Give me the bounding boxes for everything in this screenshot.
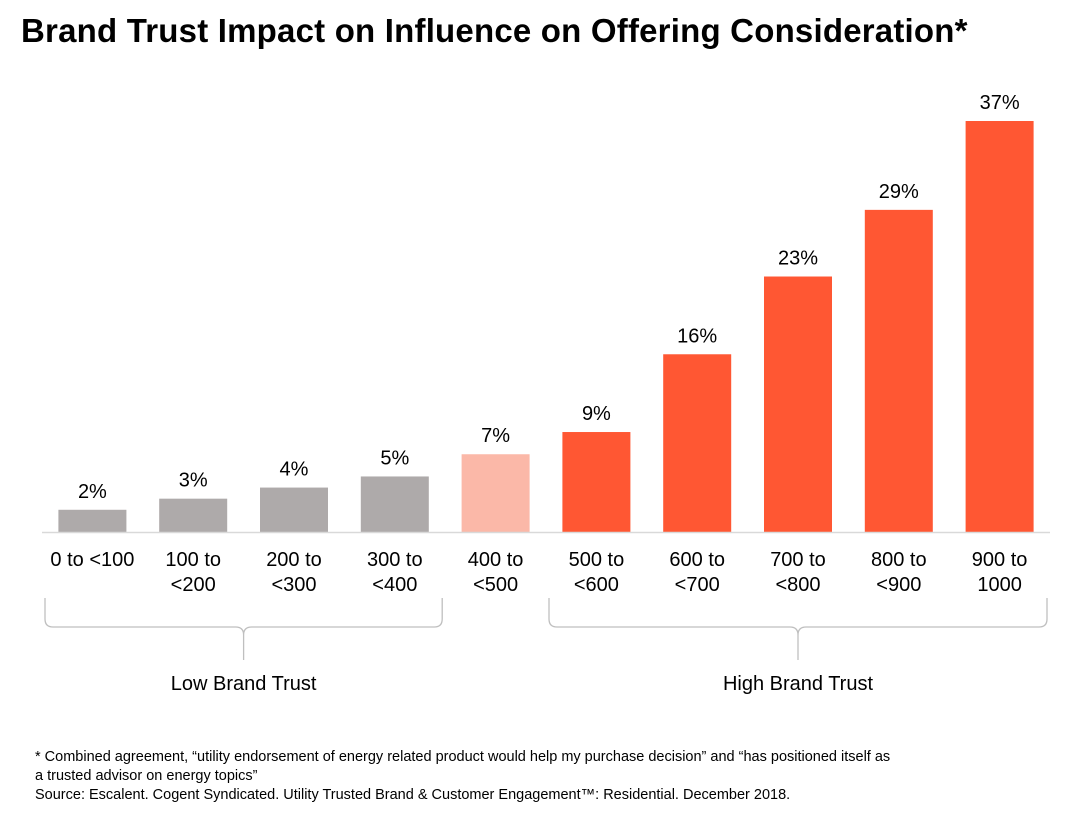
x-tick-label-8-line-2: <800: [775, 574, 820, 596]
bar-4: [360, 476, 429, 532]
x-tick-label-7-line-2: <700: [675, 574, 720, 596]
x-tick-label-8-line-1: 700 to: [770, 549, 826, 571]
x-tick-label-6-line-1: 500 to: [569, 549, 625, 571]
bar-8: [764, 276, 832, 532]
group-label-2: High Brand Trust: [723, 673, 874, 695]
x-tick-label-3-line-2: <300: [271, 574, 316, 596]
data-label-2: 3%: [179, 470, 208, 492]
x-tick-label-6-line-2: <600: [574, 574, 619, 596]
bar-10: [965, 121, 1034, 532]
x-tick-label-10-line-1: 900 to: [972, 549, 1028, 571]
data-label-9: 29%: [879, 181, 919, 203]
x-tick-label-9-line-2: <900: [876, 574, 921, 596]
footnote-source: Source: Escalent. Cogent Syndicated. Uti…: [35, 787, 791, 803]
x-tick-label-4-line-1: 300 to: [367, 549, 423, 571]
data-label-10: 37%: [980, 92, 1020, 114]
group-label-1: Low Brand Trust: [171, 673, 317, 695]
x-tick-label-2-line-1: 100 to: [165, 549, 221, 571]
data-label-5: 7%: [481, 425, 510, 447]
bar-7: [663, 354, 732, 532]
data-label-4: 5%: [380, 447, 409, 469]
bar-chart: 2% 0 to <100 3% 100 to <200 4% 200 to <300 5% 300…: [42, 92, 1050, 695]
x-tick-label-5-line-1: 400 to: [468, 549, 524, 571]
x-tick-label-1: 0 to <100: [50, 549, 134, 571]
x-tick-label-7-line-1: 600 to: [669, 549, 725, 571]
bar-6: [562, 432, 631, 532]
footnote: * Combined agreement, “utility endorseme…: [35, 748, 1045, 805]
bar-3: [260, 487, 328, 532]
x-tick-label-2-line-2: <200: [171, 574, 216, 596]
x-tick-label-4-line-2: <400: [372, 574, 417, 596]
data-label-8: 23%: [778, 248, 818, 270]
footnote-line-1: * Combined agreement, “utility endorseme…: [35, 749, 891, 765]
bar-2: [159, 498, 228, 532]
x-tick-label-9-line-1: 800 to: [871, 549, 927, 571]
data-label-7: 16%: [677, 325, 717, 347]
bar-9: [864, 209, 933, 532]
bar-5: [461, 454, 530, 532]
x-tick-label-3-line-1: 200 to: [266, 549, 322, 571]
footnote-line-2: a trusted advisor on energy topics”: [35, 768, 258, 784]
group-bracket-2: [548, 598, 1048, 660]
chart-title: Brand Trust Impact on Influence on Offer…: [21, 12, 968, 49]
x-tick-label-5-line-2: <500: [473, 574, 518, 596]
x-tick-label-10-line-2: 1000: [977, 574, 1022, 596]
bar-1: [58, 509, 127, 532]
data-label-6: 9%: [582, 403, 611, 425]
data-label-1: 2%: [78, 481, 107, 503]
group-bracket-1: [44, 598, 443, 660]
data-label-3: 4%: [280, 459, 309, 481]
